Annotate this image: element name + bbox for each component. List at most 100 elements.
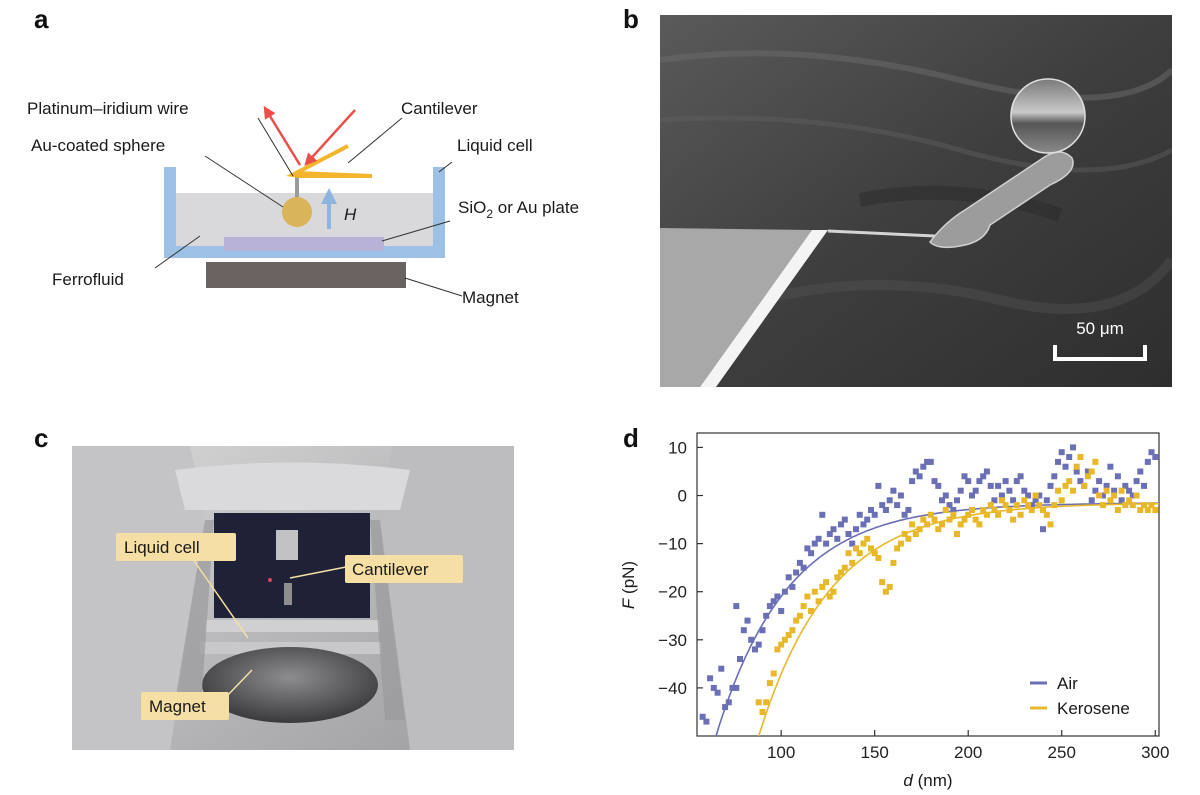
point-air bbox=[841, 516, 848, 523]
point-kerosene bbox=[1077, 454, 1084, 460]
point-kerosene bbox=[916, 526, 923, 533]
point-kerosene bbox=[965, 511, 972, 518]
point-air bbox=[1028, 502, 1035, 509]
cantilever-shape bbox=[286, 171, 372, 178]
point-air bbox=[1062, 463, 1069, 470]
magnet-callout: Magnet bbox=[149, 697, 206, 716]
point-air bbox=[890, 487, 897, 494]
point-air bbox=[1021, 487, 1028, 494]
point-air bbox=[1010, 497, 1017, 504]
point-kerosene bbox=[1025, 502, 1032, 509]
point-air bbox=[1148, 449, 1155, 456]
point-kerosene bbox=[811, 588, 818, 595]
point-kerosene bbox=[838, 569, 844, 576]
point-air bbox=[1103, 482, 1110, 489]
point-air bbox=[882, 507, 889, 513]
ferrofluid-label: Ferrofluid bbox=[52, 270, 124, 289]
point-kerosene bbox=[834, 574, 841, 581]
plate-label-prefix: SiO bbox=[458, 198, 486, 217]
point-air bbox=[961, 473, 968, 480]
point-air bbox=[1129, 492, 1136, 499]
point-kerosene bbox=[998, 497, 1005, 504]
point-kerosene bbox=[905, 535, 912, 542]
point-kerosene bbox=[841, 564, 848, 571]
plot-frame bbox=[696, 432, 1160, 737]
point-kerosene bbox=[1118, 487, 1125, 494]
point-air bbox=[1126, 487, 1133, 494]
point-air bbox=[1084, 468, 1091, 475]
point-air bbox=[894, 502, 901, 509]
plate-leader bbox=[381, 220, 451, 242]
point-kerosene bbox=[1021, 497, 1028, 504]
sem-texture-4 bbox=[858, 185, 1063, 222]
point-kerosene bbox=[864, 535, 871, 542]
wire-label: Platinum–iridium wire bbox=[27, 99, 189, 118]
cantilever-leader bbox=[347, 117, 403, 164]
au-sphere bbox=[282, 197, 312, 227]
point-air bbox=[722, 704, 729, 711]
laser-spot bbox=[268, 578, 272, 582]
point-kerosene bbox=[1010, 516, 1017, 523]
point-kerosene bbox=[808, 608, 815, 614]
point-kerosene bbox=[830, 588, 837, 595]
point-air bbox=[920, 463, 927, 470]
point-air bbox=[991, 497, 998, 504]
scale-bar bbox=[1053, 357, 1147, 361]
point-kerosene bbox=[789, 627, 796, 634]
point-kerosene bbox=[856, 550, 863, 557]
point-air bbox=[789, 583, 796, 590]
point-air bbox=[1118, 497, 1125, 504]
y-tick-label: −20 bbox=[658, 583, 687, 602]
point-air bbox=[860, 521, 867, 528]
x-tick-label: 200 bbox=[954, 743, 982, 762]
point-kerosene bbox=[845, 550, 852, 557]
point-kerosene bbox=[853, 545, 859, 552]
point-air bbox=[845, 531, 852, 537]
point-kerosene bbox=[1070, 487, 1076, 494]
liquid-cell-callout: Liquid cell bbox=[124, 538, 200, 557]
point-air bbox=[785, 574, 792, 581]
ferrofluid-leader bbox=[154, 235, 201, 269]
point-air bbox=[838, 521, 844, 528]
point-kerosene bbox=[875, 555, 882, 561]
point-air bbox=[703, 718, 710, 725]
platinum-wire bbox=[295, 176, 299, 198]
point-kerosene bbox=[1066, 478, 1073, 485]
liquid-cell-callout-line bbox=[189, 554, 249, 639]
panel-letter-a: a bbox=[34, 4, 49, 34]
point-kerosene bbox=[890, 559, 897, 566]
point-kerosene bbox=[1148, 502, 1155, 509]
point-air bbox=[725, 699, 732, 706]
point-air bbox=[755, 641, 762, 648]
point-air bbox=[1043, 497, 1050, 504]
scale-bar-left bbox=[1053, 345, 1057, 361]
point-air bbox=[1122, 482, 1129, 489]
plate-label-sub: 2 bbox=[486, 207, 493, 221]
point-air bbox=[998, 492, 1005, 499]
point-kerosene bbox=[1099, 502, 1106, 509]
point-kerosene bbox=[778, 641, 785, 648]
point-air bbox=[980, 473, 987, 480]
point-air bbox=[737, 656, 743, 662]
point-air bbox=[1144, 458, 1151, 465]
point-air bbox=[1107, 463, 1114, 470]
x-axis-label-var: d bbox=[903, 771, 913, 790]
point-kerosene bbox=[987, 502, 994, 509]
point-kerosene bbox=[894, 545, 901, 552]
point-air bbox=[879, 502, 886, 509]
point-kerosene bbox=[1073, 463, 1080, 470]
point-kerosene bbox=[1006, 507, 1013, 513]
liquid-cell-wall bbox=[164, 167, 445, 258]
point-kerosene bbox=[972, 516, 979, 523]
point-air bbox=[714, 689, 721, 696]
point-air bbox=[1047, 482, 1054, 489]
point-kerosene bbox=[871, 550, 878, 557]
point-air bbox=[897, 492, 904, 499]
legend-label-air: Air bbox=[1057, 674, 1078, 693]
point-air bbox=[853, 526, 859, 533]
point-air bbox=[954, 497, 960, 504]
point-kerosene bbox=[924, 521, 931, 528]
point-kerosene bbox=[983, 511, 990, 518]
cantilever-substrate bbox=[660, 228, 812, 387]
